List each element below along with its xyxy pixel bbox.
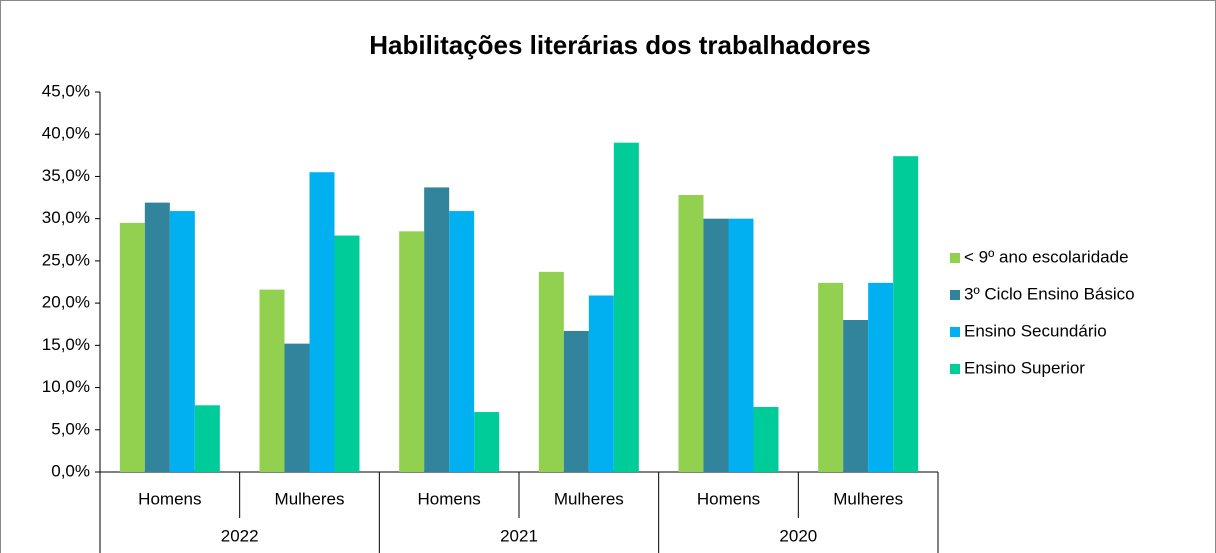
legend-swatch <box>950 327 960 337</box>
bar <box>309 172 335 472</box>
group-label: 2022 <box>221 526 259 545</box>
y-tick-label: 15,0% <box>42 335 90 354</box>
y-tick-label: 0,0% <box>51 461 90 480</box>
bar <box>753 406 779 472</box>
x-tick-label: Homens <box>697 489 760 508</box>
y-tick-label: 35,0% <box>42 166 90 185</box>
x-tick-label: Mulheres <box>833 489 903 508</box>
bar <box>144 202 170 472</box>
bar <box>449 211 475 473</box>
bar <box>728 218 754 472</box>
chart-title: Habilitações literárias dos trabalhadore… <box>369 30 870 60</box>
y-tick-label: 5,0% <box>51 419 90 438</box>
bar <box>194 405 220 472</box>
bar <box>588 295 614 472</box>
group-label: 2020 <box>779 526 817 545</box>
x-tick-label: Mulheres <box>554 489 624 508</box>
bar <box>538 271 564 472</box>
bar <box>284 343 310 472</box>
x-tick-label: Homens <box>418 489 481 508</box>
x-tick-label: Homens <box>138 489 201 508</box>
y-tick-label: 30,0% <box>42 208 90 227</box>
legend-swatch <box>950 290 960 300</box>
bar <box>169 211 195 473</box>
legend-label: Ensino Superior <box>964 358 1085 377</box>
legend-swatch <box>950 253 960 263</box>
x-tick-label: Mulheres <box>275 489 345 508</box>
bar <box>119 222 145 472</box>
legend-swatch <box>950 364 960 374</box>
bar <box>563 330 589 472</box>
bar <box>399 231 425 472</box>
y-tick-label: 45,0% <box>42 81 90 100</box>
bar <box>424 187 450 472</box>
y-tick-label: 10,0% <box>42 377 90 396</box>
bar <box>893 156 919 472</box>
y-tick-label: 25,0% <box>42 250 90 269</box>
bar <box>259 289 285 472</box>
bar <box>334 235 360 472</box>
bar <box>868 282 894 472</box>
y-tick-label: 40,0% <box>42 124 90 143</box>
bar <box>843 320 869 472</box>
bar <box>474 412 500 472</box>
legend-label: Ensino Secundário <box>964 321 1107 340</box>
legend-label: < 9º ano escolaridade <box>964 247 1129 266</box>
group-label: 2021 <box>500 526 538 545</box>
bar <box>703 218 729 472</box>
y-tick-label: 20,0% <box>42 293 90 312</box>
bar <box>818 282 844 472</box>
bar <box>613 142 639 472</box>
legend-label: 3º Ciclo Ensino Básico <box>964 284 1135 303</box>
bar <box>678 195 704 472</box>
